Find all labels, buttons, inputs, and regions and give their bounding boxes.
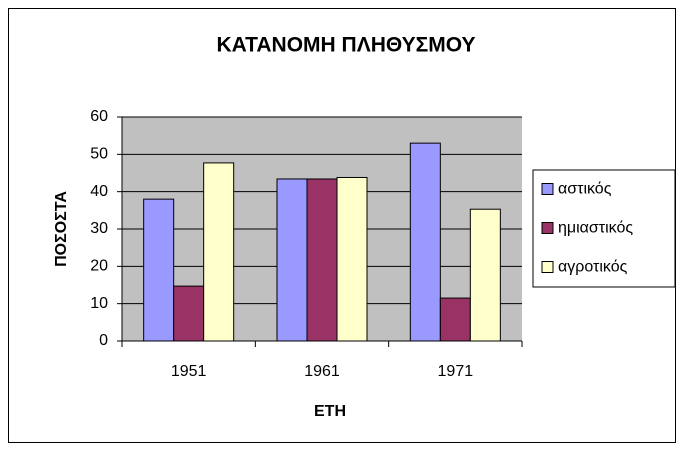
bar xyxy=(276,178,308,342)
legend-label: αστικός xyxy=(558,181,612,198)
y-tick-label: 0 xyxy=(99,332,108,349)
bar xyxy=(439,297,471,342)
legend-box xyxy=(532,169,676,288)
bar xyxy=(173,285,205,342)
legend-swatch xyxy=(541,261,554,273)
y-tick-label: 50 xyxy=(90,146,108,163)
legend-label: ημιαστικός xyxy=(558,220,633,237)
bar xyxy=(336,176,368,342)
legend-label: αγροτικός xyxy=(558,259,628,276)
bar xyxy=(469,208,501,342)
y-axis-label: ΠΟΣΟΣΤΑ xyxy=(53,191,70,267)
y-tick-label: 60 xyxy=(90,108,108,125)
bar xyxy=(409,142,441,342)
x-axis-label: ΕΤΗ xyxy=(314,403,346,420)
x-tick-label: 1971 xyxy=(438,363,474,380)
y-tick-label: 20 xyxy=(90,258,108,275)
y-tick-label: 30 xyxy=(90,220,108,237)
bar xyxy=(203,162,235,342)
bar xyxy=(143,198,175,342)
legend-swatch xyxy=(541,183,554,195)
chart-title: ΚΑΤΑΝΟΜΗ ΠΛΗΘΥΣΜΟΥ xyxy=(217,34,476,57)
legend-swatch xyxy=(541,222,554,234)
x-tick-label: 1961 xyxy=(304,363,340,380)
bar xyxy=(306,178,338,342)
y-tick-label: 10 xyxy=(90,295,108,312)
x-tick-label: 1951 xyxy=(171,363,207,380)
y-tick-label: 40 xyxy=(90,183,108,200)
